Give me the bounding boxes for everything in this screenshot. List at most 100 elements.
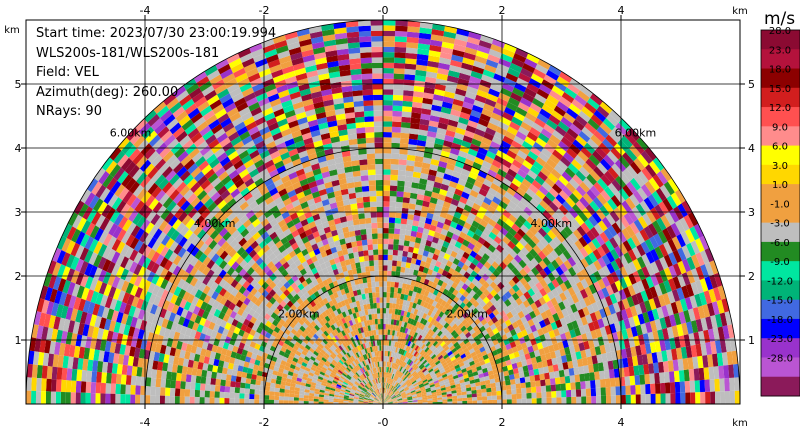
range-gate <box>225 380 231 387</box>
range-gate <box>516 388 521 394</box>
range-gate <box>369 260 374 266</box>
range-gate <box>601 396 606 404</box>
range-gate <box>640 384 645 394</box>
range-gate <box>357 133 366 139</box>
range-gate <box>576 389 581 397</box>
range-gate <box>398 175 406 181</box>
range-gate <box>394 223 400 229</box>
range-gate <box>359 154 368 160</box>
range-gate <box>373 298 377 304</box>
range-gate <box>395 218 401 224</box>
range-gate <box>402 208 409 214</box>
range-gate <box>364 111 374 117</box>
range-gate <box>396 202 403 208</box>
range-gate <box>383 159 391 164</box>
range-gate <box>401 117 411 123</box>
range-gate <box>150 395 155 404</box>
range-gate <box>507 399 512 404</box>
range-gate <box>550 378 556 385</box>
range-gate <box>383 281 387 286</box>
range-gate <box>390 298 394 304</box>
range-gate <box>482 392 487 396</box>
range-gate <box>383 132 392 138</box>
range-gate <box>200 397 205 404</box>
range-gate <box>393 293 397 299</box>
range-gate <box>393 298 397 304</box>
range-gate <box>380 356 382 361</box>
range-gate <box>383 196 390 202</box>
range-gate <box>234 398 239 404</box>
range-gate <box>126 375 132 385</box>
range-gate <box>442 399 447 402</box>
range-gate <box>364 116 374 122</box>
range-gate <box>284 389 289 393</box>
range-gate <box>497 395 502 400</box>
range-gate <box>254 390 259 395</box>
range-gate <box>353 171 361 177</box>
range-gate <box>402 251 408 257</box>
range-gate <box>370 196 377 202</box>
range-gate <box>210 378 216 385</box>
range-gate <box>264 395 269 400</box>
range-gate <box>175 381 181 389</box>
range-gate <box>467 394 472 398</box>
range-gate <box>373 249 378 255</box>
range-gate <box>522 393 527 399</box>
range-gate <box>294 397 299 401</box>
range-gate <box>521 383 527 389</box>
range-gate <box>392 122 401 128</box>
range-gate <box>375 287 379 293</box>
range-gate <box>649 373 655 384</box>
range-gate <box>547 398 552 404</box>
range-gate <box>378 249 383 255</box>
range-gate <box>571 390 576 397</box>
range-gate <box>566 390 571 397</box>
range-gate <box>376 201 383 207</box>
range-gate <box>383 185 390 191</box>
range-gate <box>392 260 397 266</box>
range-gate <box>386 308 389 314</box>
range-gate <box>393 250 398 256</box>
range-gate <box>170 380 176 388</box>
range-gate <box>279 400 284 404</box>
range-gate <box>255 380 261 386</box>
range-gate <box>401 213 408 219</box>
range-gate <box>377 313 380 319</box>
range-gate <box>180 389 185 397</box>
range-gate <box>378 233 384 239</box>
range-gate <box>586 388 591 396</box>
range-gate <box>400 224 406 230</box>
range-gate <box>601 387 606 396</box>
range-gate <box>371 282 375 288</box>
range-gate <box>496 391 501 396</box>
range-gate <box>580 381 586 389</box>
range-gate <box>383 319 386 324</box>
range-gate <box>575 382 581 390</box>
range-gate <box>375 143 384 149</box>
range-gate <box>655 383 661 394</box>
range-gate <box>360 170 368 176</box>
range-gate <box>274 396 279 400</box>
range-gate <box>224 398 229 404</box>
range-gate <box>385 324 388 330</box>
range-gate <box>579 374 585 382</box>
range-gate <box>407 219 414 225</box>
range-gate <box>383 191 390 196</box>
range-gate <box>636 394 641 404</box>
range-gate <box>375 148 383 154</box>
range-gate <box>616 386 621 395</box>
range-gate <box>368 250 373 256</box>
range-gate <box>621 395 626 404</box>
range-gate <box>155 387 160 396</box>
range-gate <box>215 391 220 398</box>
range-gate <box>377 207 383 212</box>
range-gate <box>368 244 374 250</box>
range-gate <box>645 384 650 394</box>
range-gate <box>245 388 250 394</box>
range-gate <box>201 377 207 384</box>
range-gate <box>368 175 376 181</box>
range-gate <box>176 373 182 381</box>
range-gate <box>388 239 394 245</box>
range-gate <box>389 308 392 314</box>
range-gate <box>365 127 374 133</box>
